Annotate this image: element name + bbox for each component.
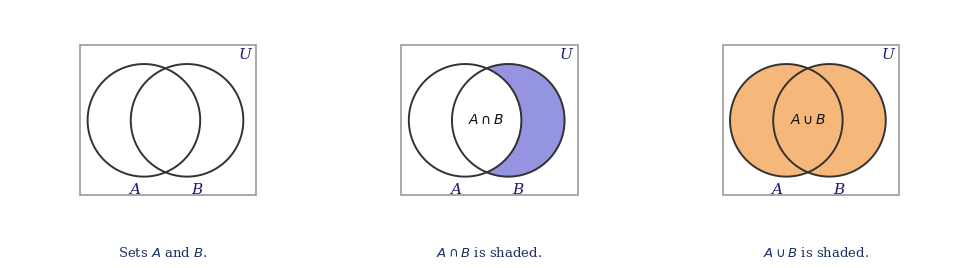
- Text: B: B: [191, 183, 201, 197]
- Text: $A \cup B$: $A \cup B$: [789, 113, 825, 127]
- Text: A: A: [129, 183, 140, 197]
- FancyBboxPatch shape: [401, 45, 577, 195]
- FancyBboxPatch shape: [80, 45, 256, 195]
- FancyBboxPatch shape: [722, 45, 898, 195]
- Text: $A \cap B$: $A \cap B$: [468, 113, 505, 127]
- Polygon shape: [730, 64, 842, 177]
- Polygon shape: [486, 64, 564, 177]
- Text: B: B: [832, 183, 844, 197]
- Text: U: U: [239, 48, 251, 62]
- Text: A: A: [450, 183, 461, 197]
- Text: Sets $A$ and $B$.: Sets $A$ and $B$.: [118, 246, 208, 260]
- Text: $A \cup B$ is shaded.: $A \cup B$ is shaded.: [762, 246, 868, 260]
- Polygon shape: [773, 64, 885, 177]
- Text: B: B: [511, 183, 522, 197]
- Text: U: U: [559, 48, 572, 62]
- Text: $A \cap B$ is shaded.: $A \cap B$ is shaded.: [436, 246, 542, 260]
- Text: A: A: [771, 183, 781, 197]
- Text: U: U: [880, 48, 893, 62]
